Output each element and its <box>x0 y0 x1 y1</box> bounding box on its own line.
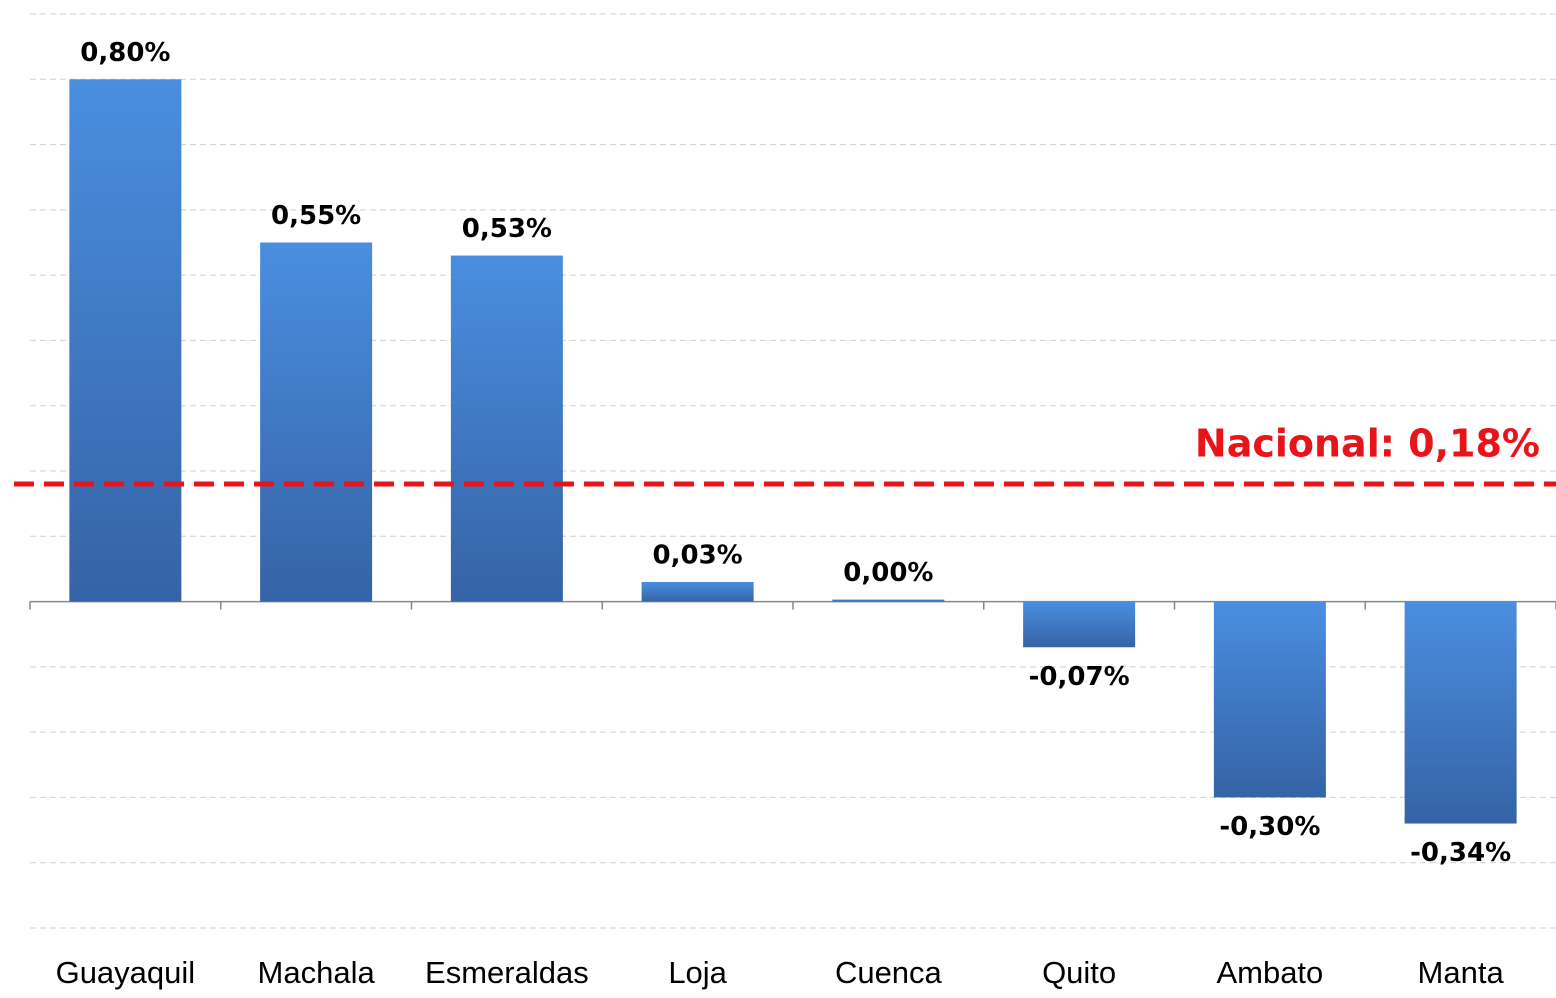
bar <box>1213 601 1326 798</box>
reference-label: Nacional: 0,18% <box>1195 422 1540 466</box>
x-tick-label: Guayaquil <box>56 955 196 990</box>
data-label: 0,03% <box>653 540 743 570</box>
bar <box>1023 601 1136 648</box>
data-label: -0,34% <box>1410 838 1511 868</box>
data-label: -0,30% <box>1219 812 1320 842</box>
bar <box>450 255 563 602</box>
bar <box>69 79 182 602</box>
x-tick-label: Manta <box>1418 955 1505 990</box>
data-label: -0,07% <box>1029 662 1130 692</box>
data-label: 0,80% <box>80 38 170 68</box>
bar <box>260 242 373 602</box>
x-tick-label: Esmeraldas <box>425 955 589 990</box>
x-tick-label: Quito <box>1042 955 1116 990</box>
data-label: 0,55% <box>271 201 361 231</box>
bar <box>641 581 754 602</box>
bar <box>1404 601 1517 824</box>
x-tick-label: Ambato <box>1216 955 1323 990</box>
x-tick-label: Loja <box>668 955 727 990</box>
x-tick-label: Machala <box>258 955 376 990</box>
x-tick-label: Cuenca <box>835 955 943 990</box>
data-label: 0,53% <box>462 214 552 244</box>
data-label: 0,00% <box>843 558 933 588</box>
bar <box>832 599 945 602</box>
